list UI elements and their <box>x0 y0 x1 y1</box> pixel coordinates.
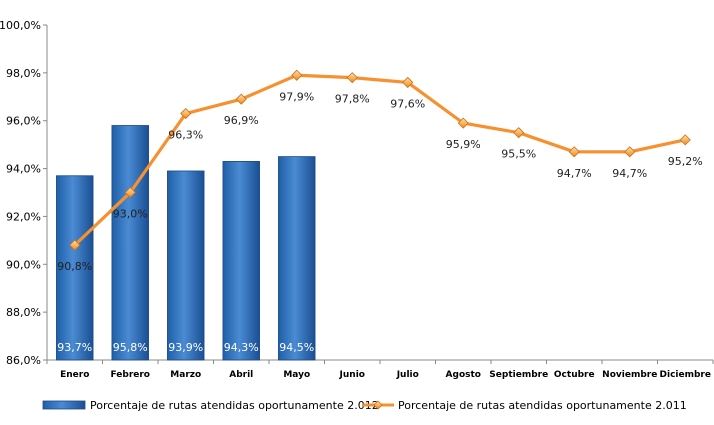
y-tick-label: 100,0% <box>0 19 41 32</box>
legend-swatch-bar <box>42 400 86 410</box>
line-point <box>513 127 525 139</box>
x-tick-label: Noviembre <box>602 370 657 380</box>
line-point <box>235 93 247 105</box>
x-tick-label: Abril <box>229 370 253 380</box>
x-tick-label: Febrero <box>111 370 151 380</box>
legend: Porcentaje de rutas atendidas oportuname… <box>42 399 687 412</box>
bar-data-label: 94,5% <box>279 341 314 354</box>
line-data-label: 96,3% <box>168 129 203 142</box>
bar <box>222 160 260 361</box>
line-data-label: 96,9% <box>224 114 259 127</box>
legend-label-bar: Porcentaje de rutas atendidas oportuname… <box>90 399 379 412</box>
x-tick-label: Junio <box>339 370 365 380</box>
line-data-label: 90,8% <box>57 260 92 273</box>
line-point <box>624 146 636 158</box>
bar <box>111 125 149 361</box>
y-tick-label: 98,0% <box>6 67 41 80</box>
line-data-label: 95,2% <box>668 155 703 168</box>
y-tick-label: 92,0% <box>6 210 41 223</box>
line-point <box>291 69 303 81</box>
x-tick-label: Marzo <box>170 370 201 380</box>
bar-data-label: 93,9% <box>168 341 203 354</box>
line-point <box>457 117 469 129</box>
y-tick-label: 94,0% <box>6 163 41 176</box>
line-data-label: 93,0% <box>113 208 148 221</box>
line-point <box>402 76 414 88</box>
line-series <box>69 69 691 251</box>
x-tick-label: Diciembre <box>660 370 711 380</box>
bar <box>56 175 94 361</box>
axes: 86,0% 88,0% 90,0% 92,0% 94,0% 96,0% 98,0% 100,0… <box>0 19 714 380</box>
x-tick-label: Septiembre <box>489 370 548 380</box>
y-tick-label: 88,0% <box>6 306 41 319</box>
x-tick-label: Octubre <box>554 370 595 380</box>
bar-data-label: 95,8% <box>113 341 148 354</box>
y-tick-label: 90,0% <box>6 258 41 271</box>
line-data-label: 97,9% <box>279 90 314 103</box>
line-data-label: 94,7% <box>612 167 647 180</box>
x-tick-label: Agosto <box>446 370 481 380</box>
line-point <box>124 186 136 199</box>
series-line <box>73 73 686 247</box>
line-data-label: 95,9% <box>446 138 481 151</box>
bar-series <box>56 125 316 361</box>
line-point <box>346 72 358 84</box>
line-point <box>69 239 81 251</box>
y-tick-label: 96,0% <box>6 115 41 128</box>
line-data-label: 94,7% <box>557 167 592 180</box>
line-data-label: 97,8% <box>335 93 370 106</box>
legend-swatch-marker <box>373 400 383 410</box>
line-data-label: 95,5% <box>501 148 536 161</box>
x-tick-label: Mayo <box>283 370 310 380</box>
data-labels: 93,7% 95,8% 93,9% 94,3% 94,5% 90,8% 93,0% 96,3%… <box>57 90 702 354</box>
legend-label-line: Porcentaje de rutas atendidas oportuname… <box>398 399 687 412</box>
line-point <box>180 107 192 120</box>
line-point <box>679 134 691 146</box>
bar-data-label: 94,3% <box>224 341 259 354</box>
bar <box>278 156 316 361</box>
bar-data-label: 93,7% <box>57 341 92 354</box>
x-tick-label: Julio <box>396 370 419 380</box>
y-tick-label: 86,0% <box>6 354 41 367</box>
x-tick-label: Enero <box>60 370 89 380</box>
bar <box>167 170 205 361</box>
line-data-label: 97,6% <box>390 97 425 110</box>
line-point <box>568 146 580 158</box>
